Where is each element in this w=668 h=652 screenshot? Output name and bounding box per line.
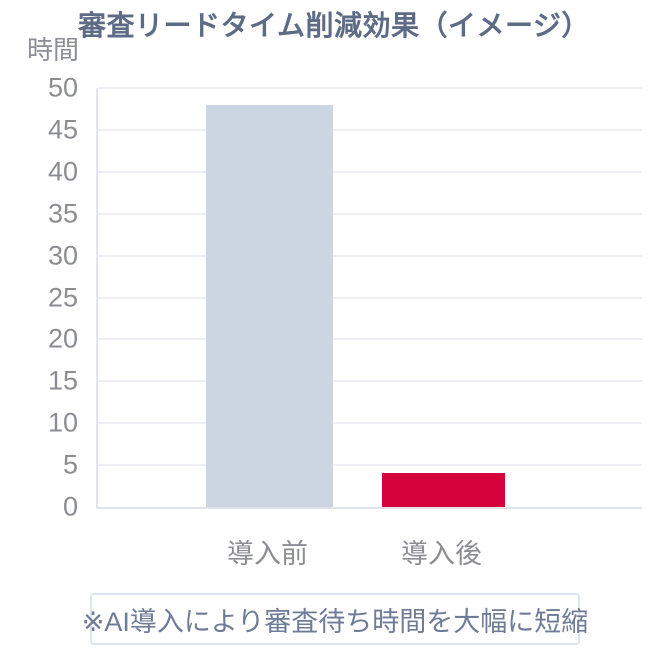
chart-title: 審査リードタイム削減効果（イメージ） — [78, 10, 590, 41]
y-tick-label-40: 40 — [47, 156, 78, 187]
gridline-50 — [98, 87, 642, 89]
gridline-30 — [98, 254, 642, 257]
y-tick-label-35: 35 — [47, 198, 78, 229]
gridline-35 — [98, 212, 642, 215]
gridline-20 — [98, 338, 642, 341]
gridline-45 — [98, 128, 642, 131]
gridline-25 — [98, 296, 642, 299]
gridline-10 — [98, 422, 642, 425]
y-tick-label-20: 20 — [47, 323, 78, 354]
gridline-5 — [98, 464, 642, 467]
y-tick-label-25: 25 — [47, 282, 78, 312]
y-tick-label-15: 15 — [47, 365, 78, 396]
x-axis-label-after: 導入後 — [401, 539, 482, 569]
y-tick-label-50: 50 — [47, 72, 78, 103]
y-tick-label-0: 0 — [62, 491, 78, 522]
bar-after — [382, 473, 505, 507]
x-axis-label-before: 導入前 — [227, 539, 308, 569]
bar-before — [206, 105, 333, 507]
y-axis-unit-label: 時間 — [27, 35, 80, 65]
plot-area — [96, 87, 642, 509]
gridline-15 — [98, 380, 642, 383]
y-tick-label-10: 10 — [47, 407, 78, 438]
note-text: ※AI導入により審査待ち時間を大幅に短縮 — [81, 606, 589, 637]
y-tick-label-5: 5 — [62, 449, 78, 480]
gridline-40 — [98, 170, 642, 173]
note-box: ※AI導入により審査待ち時間を大幅に短縮 — [82, 593, 588, 645]
y-tick-label-45: 45 — [47, 114, 78, 145]
y-tick-label-30: 30 — [47, 240, 78, 271]
